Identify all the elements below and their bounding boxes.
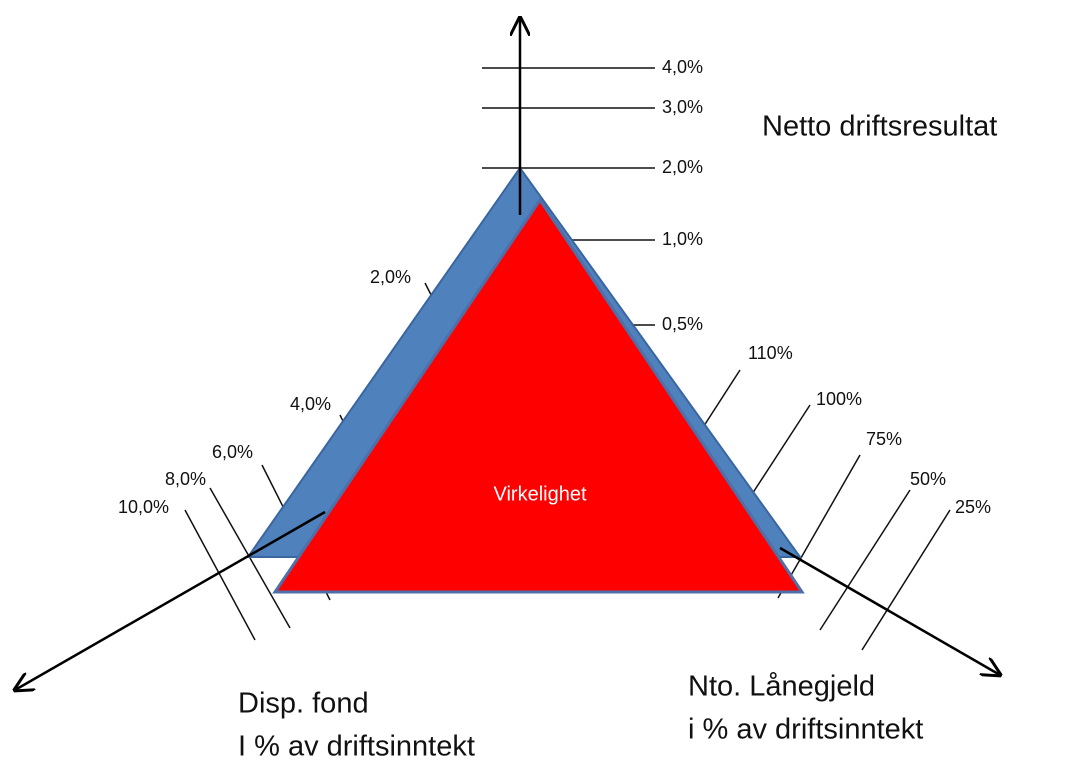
axis-title: Nto. Lånegjeld <box>688 671 875 703</box>
tick-line <box>744 404 811 506</box>
tick-label: 8,0% <box>165 469 206 489</box>
tick-line <box>819 489 911 631</box>
tick-label: 100% <box>816 389 862 409</box>
tick-label: 25% <box>955 497 991 517</box>
tick-label: 6,0% <box>212 442 253 462</box>
tick-label: 3,0% <box>662 97 703 117</box>
reality-triangle <box>272 197 805 594</box>
tick-line <box>861 509 951 651</box>
right-axis <box>779 546 1000 675</box>
axis-title: Netto driftsresultat <box>762 111 997 143</box>
tick-line <box>699 369 741 433</box>
tick-label: 10,0% <box>118 497 169 517</box>
tick-line <box>184 509 256 641</box>
axis-title: I % av driftsinntekt <box>238 731 475 763</box>
tick-label: 0,5% <box>662 314 703 334</box>
tick-label: 110% <box>748 343 793 363</box>
axis-title: Disp. fond <box>238 688 369 720</box>
center-label: Virkelighet <box>493 483 586 505</box>
tick-label: 1,0% <box>662 229 703 249</box>
tick-label: 4,0% <box>290 394 331 414</box>
tick-label: 50% <box>910 469 946 489</box>
left-axis <box>15 510 326 690</box>
tick-label: 75% <box>866 429 902 449</box>
tick-label: 2,0% <box>662 157 703 177</box>
tick-label: 2,0% <box>370 267 411 287</box>
tick-label: 4,0% <box>662 57 703 77</box>
axis-title: i % av driftsinntekt <box>688 714 923 746</box>
